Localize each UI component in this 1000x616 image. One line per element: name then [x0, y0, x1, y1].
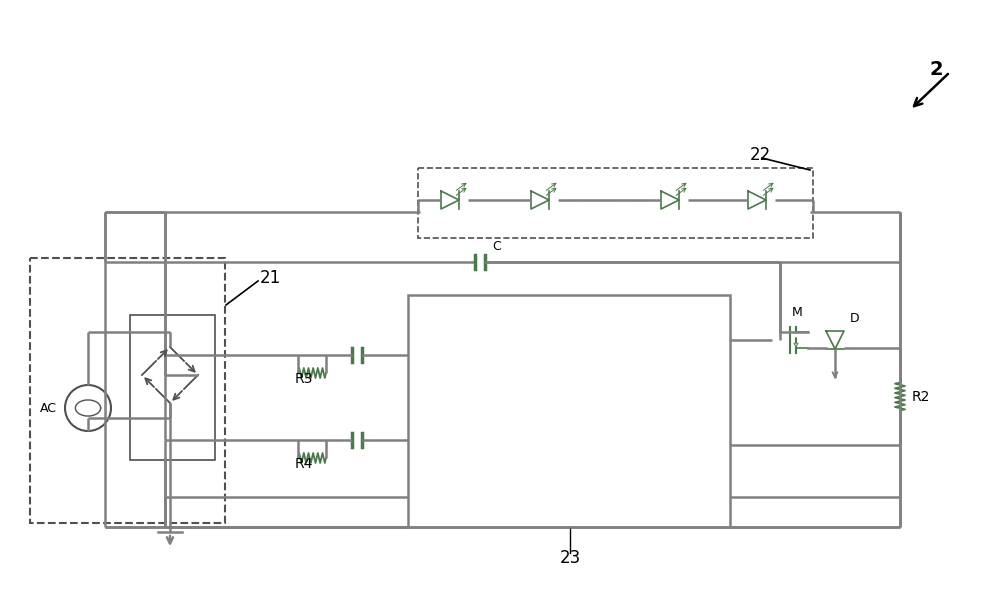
- Text: 2: 2: [930, 60, 944, 79]
- Text: C: C: [492, 240, 501, 253]
- Text: 21: 21: [260, 269, 281, 287]
- Text: R3: R3: [295, 372, 313, 386]
- Bar: [408, 295, 730, 527]
- Text: D: D: [850, 312, 860, 325]
- Text: AC: AC: [40, 402, 57, 415]
- Bar: [30, 258, 225, 523]
- Text: 22: 22: [750, 146, 771, 164]
- Bar: [130, 315, 215, 460]
- Text: R4: R4: [295, 457, 313, 471]
- Bar: [418, 168, 813, 238]
- Text: M: M: [792, 306, 803, 319]
- Text: R2: R2: [912, 389, 930, 403]
- Text: 23: 23: [559, 549, 581, 567]
